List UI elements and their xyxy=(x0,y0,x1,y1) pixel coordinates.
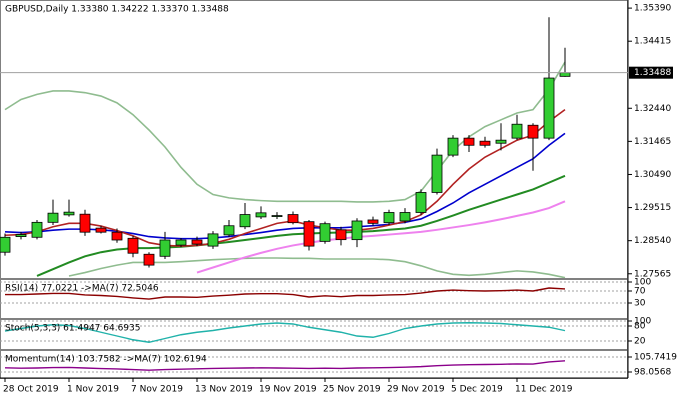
y-tick-label: 1.30490 xyxy=(634,170,671,180)
candle-body xyxy=(271,215,283,217)
y-tick-label: 80 xyxy=(634,322,646,332)
x-tick-label: 29 Nov 2019 xyxy=(387,385,445,395)
candle-body xyxy=(127,237,139,254)
candle-body xyxy=(495,139,507,144)
candle-body xyxy=(463,137,475,146)
plot xyxy=(0,17,628,278)
current-price-box xyxy=(629,66,673,79)
candle-body xyxy=(175,239,187,246)
candle-body xyxy=(511,123,523,139)
y-tick-label: 30 xyxy=(634,299,646,309)
candle-body xyxy=(159,239,171,257)
panel-title: Momentum(14) 103.7582 ->MA(7) 102.6194 xyxy=(5,355,207,365)
current-price-label: 1.33488 xyxy=(634,68,671,78)
x-tick-label: 1 Nov 2019 xyxy=(67,385,119,395)
panel-title: RSI(14) 77.0221 ->MA(7) 72.5046 xyxy=(5,284,159,294)
candle-body xyxy=(207,233,219,247)
y-tick-label: 98.0568 xyxy=(634,367,671,377)
indicator-line xyxy=(4,322,566,343)
candle-body xyxy=(239,214,251,228)
candle-body xyxy=(15,234,27,237)
candle-body xyxy=(335,229,347,241)
y-tick-label: 105.7419 xyxy=(634,352,677,362)
candle-body xyxy=(31,221,43,238)
candle-body xyxy=(47,212,59,223)
plot xyxy=(0,356,628,373)
candle-body xyxy=(287,214,299,224)
panel-title: Stoch(5,3,3) 61.4947 64.6935 xyxy=(5,324,140,334)
indicator-line xyxy=(36,174,566,277)
y-tick-label: 1.31465 xyxy=(634,137,671,147)
plot xyxy=(0,281,628,304)
x-tick-label: 13 Nov 2019 xyxy=(195,385,253,395)
x-tick-label: 19 Nov 2019 xyxy=(259,385,317,395)
candle-body xyxy=(143,253,155,266)
candle-body xyxy=(527,124,539,139)
y-tick-label: 1.32440 xyxy=(634,104,671,114)
y-tick-label: 1.27565 xyxy=(634,269,671,279)
candle-body xyxy=(79,213,91,233)
panel-title: GBPUSD,Daily 1.33380 1.34222 1.33370 1.3… xyxy=(5,5,229,15)
candle-body xyxy=(191,239,203,245)
candle-body xyxy=(255,212,267,218)
candle-body xyxy=(367,219,379,224)
candle-body xyxy=(111,231,123,241)
indicator-line xyxy=(4,108,566,247)
indicator-line xyxy=(4,61,566,203)
candle-body xyxy=(95,227,107,233)
candle-body xyxy=(479,140,491,146)
y-tick-label: 1.34415 xyxy=(634,37,671,47)
x-tick-label: 25 Nov 2019 xyxy=(323,385,381,395)
candle-body xyxy=(447,137,459,156)
indicator-line xyxy=(5,287,566,300)
y-tick-label: 20 xyxy=(634,337,646,347)
y-tick-label: 70 xyxy=(634,287,646,297)
candle-body xyxy=(319,223,331,242)
plot xyxy=(0,320,628,343)
x-tick-label: 11 Dec 2019 xyxy=(515,385,573,395)
candle-body xyxy=(0,236,11,253)
candle-body xyxy=(399,212,411,222)
x-tick-label: 7 Nov 2019 xyxy=(131,385,183,395)
candle-body xyxy=(303,221,315,247)
candle-body xyxy=(431,154,443,193)
candle-body xyxy=(543,77,555,139)
y-tick-label: 1.28540 xyxy=(634,236,671,246)
y-tick-label: 100 xyxy=(634,278,651,288)
y-tick-label: 1.35390 xyxy=(634,4,671,14)
indicator-line xyxy=(196,200,566,274)
y-tick-label: 100 xyxy=(634,317,651,327)
indicator-line xyxy=(4,360,566,371)
candle-body xyxy=(559,72,571,77)
candle-body xyxy=(223,225,235,236)
y-tick-label: 1.29515 xyxy=(634,203,671,213)
candle-body xyxy=(383,212,395,224)
candle-body xyxy=(63,211,75,216)
candle-body xyxy=(415,192,427,213)
x-tick-label: 5 Dec 2019 xyxy=(451,385,503,395)
x-tick-label: 28 Oct 2019 xyxy=(3,385,59,395)
candle-body xyxy=(351,220,363,241)
